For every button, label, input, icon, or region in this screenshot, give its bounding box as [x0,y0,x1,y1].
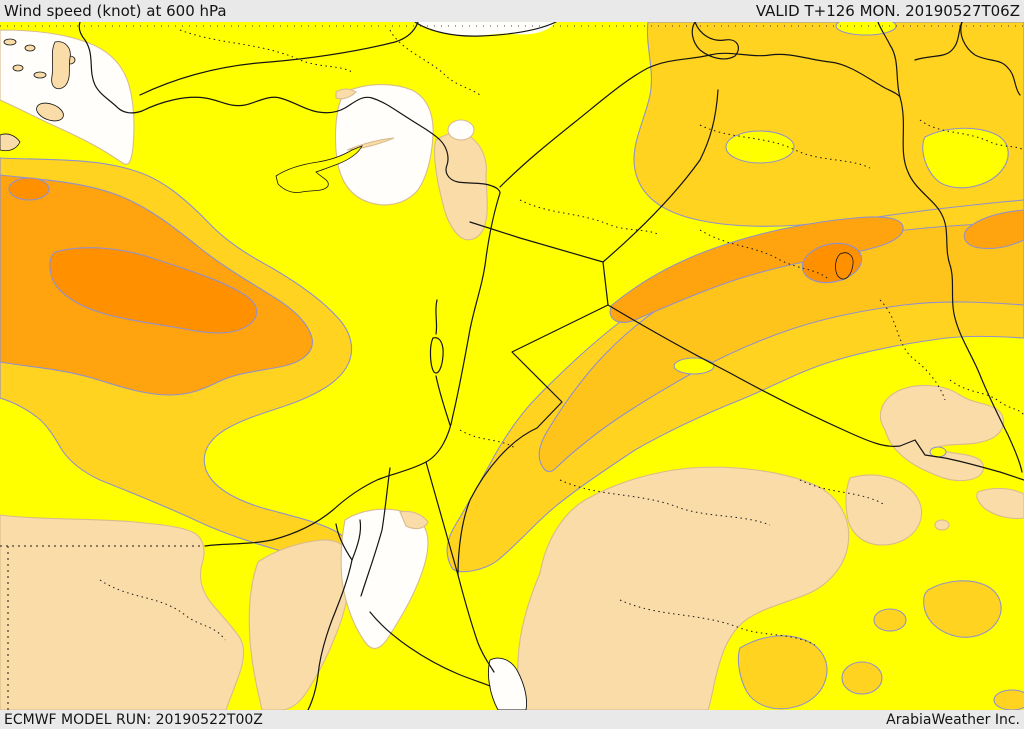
valid-time-label: VALID T+126 MON. 20190527T06Z [755,2,1020,20]
wind-speed-contour-map [0,22,1024,710]
weather-map [0,22,1024,710]
cyprus-island [275,145,363,193]
contour-fill-layer [0,22,1024,710]
header-bar: Wind speed (knot) at 600 hPa VALID T+126… [0,0,1024,22]
light-wind-layer [0,29,1024,710]
map-title: Wind speed (knot) at 600 hPa [4,2,227,20]
admin-boundary-layer [0,25,1024,710]
footer-bar: ECMWF MODEL RUN: 20190522T00Z ArabiaWeat… [0,710,1024,729]
branding-label: ArabiaWeather Inc. [886,711,1020,728]
lake-urmia [835,252,854,280]
black-sea [415,22,556,37]
rhodes-island [36,102,64,122]
island-lake-layer [0,38,854,280]
crete-island [0,133,21,152]
sea-layer [415,22,556,710]
model-run-label: ECMWF MODEL RUN: 20190522T00Z [4,711,263,728]
country-border-layer [78,22,1024,710]
